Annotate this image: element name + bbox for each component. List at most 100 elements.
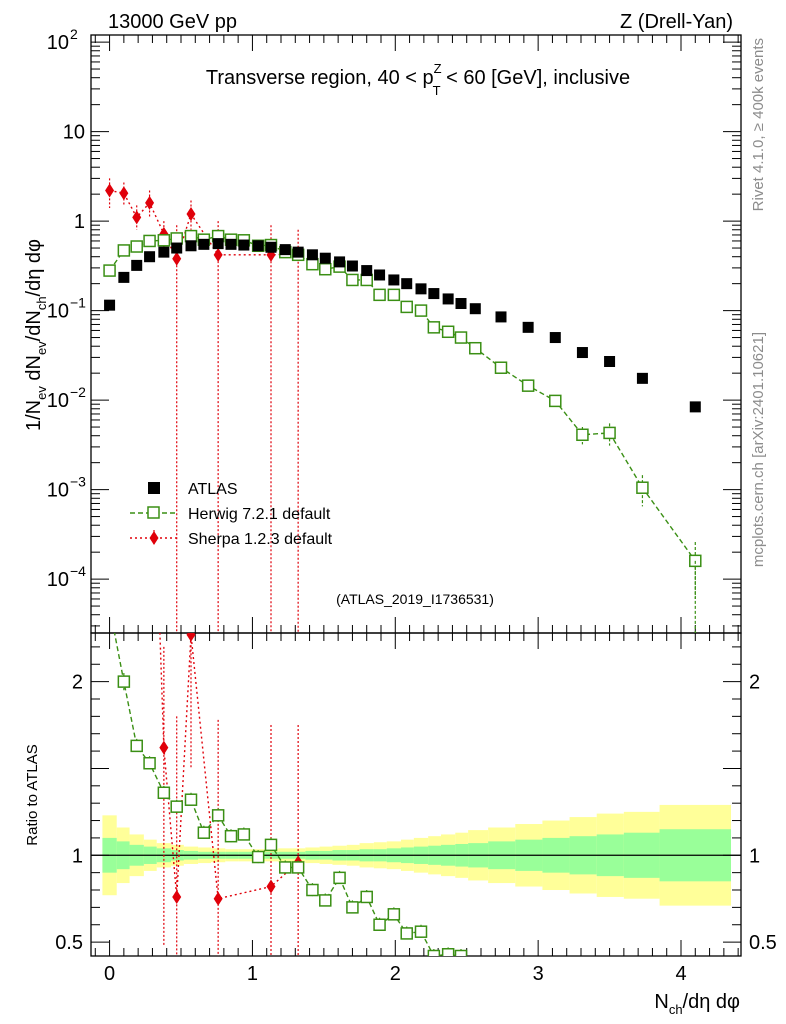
herwig-point bbox=[454, 331, 468, 344]
herwig-ratio-point bbox=[454, 949, 468, 956]
sherpa-ratio-point bbox=[213, 891, 223, 906]
sherpa-point bbox=[213, 247, 223, 262]
herwig-ratio-point bbox=[470, 961, 481, 972]
herwig-ratio-point bbox=[279, 861, 292, 874]
ratio-y-tick-label: 2 bbox=[72, 672, 83, 694]
legend-label-herwig: Herwig 7.2.1 default bbox=[188, 506, 331, 523]
herwig-ratio-point bbox=[496, 977, 507, 988]
main-y-tick-exponent: −3 bbox=[70, 474, 86, 490]
header-left: 13000 GeV pp bbox=[108, 11, 237, 33]
ratio-plot-area bbox=[113, 432, 561, 1001]
herwig-point bbox=[636, 481, 649, 494]
herwig-point bbox=[306, 257, 319, 271]
x-tick-label: 2 bbox=[390, 963, 401, 985]
x-tick-label: 1 bbox=[247, 963, 258, 985]
herwig-ratio-point bbox=[157, 786, 171, 800]
main-y-tick-exponent: −2 bbox=[70, 384, 86, 400]
herwig-ratio-point bbox=[143, 756, 156, 770]
herwig-ratio-point bbox=[319, 894, 332, 907]
ratio-y-tick-label: 0.5 bbox=[55, 932, 83, 954]
sherpa-point bbox=[172, 251, 182, 266]
main-plot-area bbox=[103, 178, 702, 633]
herwig-ratio-point bbox=[400, 927, 413, 940]
sherpa-ratio-point bbox=[132, 432, 141, 446]
herwig-ratio-point bbox=[550, 990, 561, 1001]
herwig-point bbox=[117, 244, 131, 257]
herwig-point bbox=[414, 304, 428, 317]
herwig-point bbox=[441, 325, 455, 339]
atlas-point bbox=[415, 283, 427, 295]
atlas-point bbox=[198, 238, 210, 250]
atlas-point bbox=[118, 271, 130, 283]
atlas-point bbox=[374, 269, 386, 281]
atlas-point bbox=[401, 278, 413, 290]
herwig-point bbox=[170, 232, 183, 245]
sherpa-ratio-point bbox=[266, 879, 276, 894]
herwig-point bbox=[400, 300, 413, 314]
main-y-tick-label: 10 bbox=[63, 122, 85, 144]
atlas-point bbox=[279, 244, 291, 256]
main-y-tick-label: 10 bbox=[47, 32, 69, 54]
atlas-point bbox=[689, 401, 701, 413]
x-axis-label: Nch/dη dφ bbox=[654, 991, 740, 1017]
herwig-point bbox=[184, 229, 198, 243]
herwig-ratio-point bbox=[291, 861, 305, 874]
rivet-version-label: Rivet 4.1.0, ≥ 400k events bbox=[750, 38, 767, 211]
main-y-tick-exponent: −1 bbox=[70, 295, 86, 311]
herwig-ratio-point bbox=[130, 739, 143, 753]
sherpa-point bbox=[132, 210, 142, 225]
herwig-ratio-point bbox=[441, 948, 455, 956]
herwig-ratio-point bbox=[197, 826, 211, 839]
sherpa-line bbox=[109, 189, 299, 261]
legend-label-sherpa: Sherpa 1.2.3 default bbox=[188, 531, 333, 548]
sherpa-point bbox=[105, 183, 115, 198]
herwig-ratio-point bbox=[251, 850, 265, 864]
ratio-y-axis-label: Ratio to ATLAS bbox=[24, 744, 41, 845]
ratio-y-tick-label-right: 2 bbox=[749, 672, 760, 694]
herwig-point bbox=[346, 273, 359, 287]
atlas-point bbox=[212, 238, 224, 250]
herwig-ratio-point bbox=[184, 793, 198, 806]
x-tick-label: 3 bbox=[533, 963, 544, 985]
atlas-point bbox=[265, 241, 277, 253]
herwig-ratio-point bbox=[523, 985, 534, 996]
ratio-y-tick-label-right: 0.5 bbox=[749, 932, 777, 954]
main-y-tick-exponent: 2 bbox=[70, 26, 78, 42]
herwig-point bbox=[360, 273, 373, 287]
main-y-tick-label: 1 bbox=[74, 211, 85, 233]
atlas-point bbox=[576, 347, 588, 359]
herwig-ratio-point bbox=[117, 675, 131, 688]
x-tick-label: 4 bbox=[675, 963, 686, 985]
atlas-point bbox=[292, 246, 304, 258]
legend: ATLAS Herwig 7.2.1 default Sherpa 1.2.3 … bbox=[130, 481, 333, 548]
header-right: Z (Drell-Yan) bbox=[620, 11, 733, 33]
legend-label-atlas: ATLAS bbox=[188, 481, 238, 498]
herwig-point bbox=[469, 341, 482, 355]
herwig-point bbox=[427, 321, 441, 334]
herwig-ratio-point bbox=[264, 838, 278, 852]
atlas-point bbox=[104, 299, 116, 311]
legend-marker-herwig bbox=[147, 506, 160, 519]
sherpa-point bbox=[145, 195, 155, 210]
atlas-point bbox=[158, 246, 170, 258]
herwig-point bbox=[549, 394, 562, 408]
atlas-point bbox=[604, 355, 616, 367]
herwig-ratio-point bbox=[387, 908, 401, 921]
atlas-point bbox=[361, 265, 373, 277]
herwig-point bbox=[576, 428, 589, 442]
main-y-tick-exponent: −4 bbox=[70, 563, 86, 579]
herwig-ratio-point bbox=[346, 901, 359, 914]
atlas-point bbox=[522, 321, 534, 333]
herwig-ratio-point bbox=[333, 871, 346, 885]
atlas-point bbox=[495, 311, 507, 323]
atlas-point bbox=[319, 252, 331, 264]
atlas-point bbox=[144, 251, 156, 263]
atlas-point bbox=[636, 372, 648, 384]
herwig-point bbox=[130, 240, 143, 253]
legend-marker-atlas bbox=[148, 482, 160, 494]
sherpa-ratio-point bbox=[159, 740, 169, 755]
herwig-point bbox=[103, 264, 116, 277]
ratio-panel-frame bbox=[90, 632, 742, 957]
x-tick-label: 0 bbox=[104, 963, 115, 985]
